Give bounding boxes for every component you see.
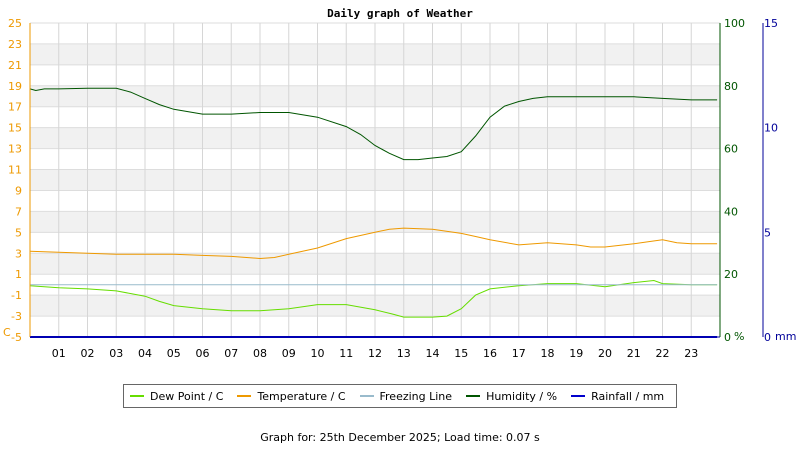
mm-tick-label: 10 <box>764 122 778 135</box>
legend-swatch <box>571 395 586 397</box>
left-tick-label: 5 <box>15 226 22 239</box>
left-tick-label: 13 <box>8 143 22 156</box>
left-tick-label: 1 <box>15 268 22 281</box>
left-tick-label: -3 <box>11 310 22 323</box>
x-tick-label: 08 <box>253 347 267 360</box>
mm-tick-label: 15 <box>764 17 778 30</box>
left-tick-label: 17 <box>8 101 22 114</box>
pct-tick-label: 0 <box>724 331 731 344</box>
x-tick-label: 10 <box>311 347 325 360</box>
legend-item: Temperature / C <box>237 389 346 403</box>
legend-swatch <box>359 395 374 397</box>
series-line-temperature-c <box>29 227 718 260</box>
pct-tick-label: 20 <box>724 268 738 281</box>
legend-label: Humidity / % <box>486 389 558 403</box>
pct-tick-label: 60 <box>724 143 738 156</box>
pct-tick-label: 40 <box>724 205 738 218</box>
x-tick-label: 09 <box>282 347 296 360</box>
x-tick-label: 18 <box>541 347 555 360</box>
chart-legend: Dew Point / C Temperature / C Freezing Lin… <box>123 384 677 408</box>
left-tick-label: 3 <box>15 247 22 260</box>
x-tick-label: 19 <box>569 347 583 360</box>
x-tick-label: 04 <box>138 347 152 360</box>
left-tick-label: -1 <box>11 289 22 302</box>
x-tick-label: 14 <box>426 347 440 360</box>
tick-labels: 252321191715131197531-1-3-5C100806040200… <box>3 17 796 360</box>
chart-title: Daily graph of Weather <box>327 7 473 20</box>
legend-label: Dew Point / C <box>150 389 224 403</box>
plot-axes <box>29 23 764 338</box>
left-tick-label: 11 <box>8 164 22 177</box>
left-tick-label: 21 <box>8 59 22 72</box>
x-tick-label: 01 <box>52 347 66 360</box>
legend-item: Humidity / % <box>466 390 557 403</box>
mm-unit-label: mm <box>775 330 796 343</box>
x-tick-label: 03 <box>109 347 123 360</box>
left-tick-label: 15 <box>8 122 22 135</box>
x-tick-label: 13 <box>397 347 411 360</box>
left-unit-label: C <box>3 326 11 339</box>
series-line-dew-point-c <box>29 279 718 318</box>
pct-tick-label: 80 <box>724 80 738 93</box>
x-tick-label: 12 <box>368 347 382 360</box>
x-tick-label: 02 <box>81 347 95 360</box>
legend-swatch <box>130 395 144 397</box>
x-tick-label: 17 <box>512 347 526 360</box>
x-tick-label: 22 <box>656 347 670 360</box>
x-tick-label: 05 <box>167 347 181 360</box>
x-tick-label: 15 <box>454 347 468 360</box>
legend-item: Dew Point / C <box>130 390 223 403</box>
left-tick-label: 23 <box>8 38 22 51</box>
pct-unit-label: % <box>734 330 744 343</box>
legend-label: Temperature / C <box>257 389 346 403</box>
legend-label: Freezing Line <box>379 389 453 403</box>
x-tick-label: 06 <box>196 347 210 360</box>
pct-tick-label: 100 <box>724 17 745 30</box>
x-tick-label: 21 <box>627 347 641 360</box>
left-tick-label: 7 <box>15 205 22 218</box>
mm-tick-label: 5 <box>764 226 771 239</box>
legend-item: Rainfall / mm <box>571 390 664 403</box>
legend-swatch <box>466 395 481 397</box>
x-tick-label: 16 <box>483 347 497 360</box>
legend-label: Rainfall / mm <box>591 389 665 403</box>
x-tick-label: 07 <box>224 347 238 360</box>
left-tick-label: 25 <box>8 17 22 30</box>
left-tick-label: 9 <box>15 184 22 197</box>
left-tick-label: 19 <box>8 80 22 93</box>
left-tick-label: -5 <box>11 331 22 344</box>
x-tick-label: 11 <box>339 347 353 360</box>
legend-item: Freezing Line <box>359 389 453 403</box>
x-tick-label: 23 <box>684 347 698 360</box>
x-tick-label: 20 <box>598 347 612 360</box>
legend-swatch <box>237 395 252 397</box>
mm-tick-label: 0 <box>764 331 771 344</box>
series-line-humidity <box>29 87 718 161</box>
graph-footer: Graph for: 25th December 2025; Load time… <box>260 431 540 444</box>
